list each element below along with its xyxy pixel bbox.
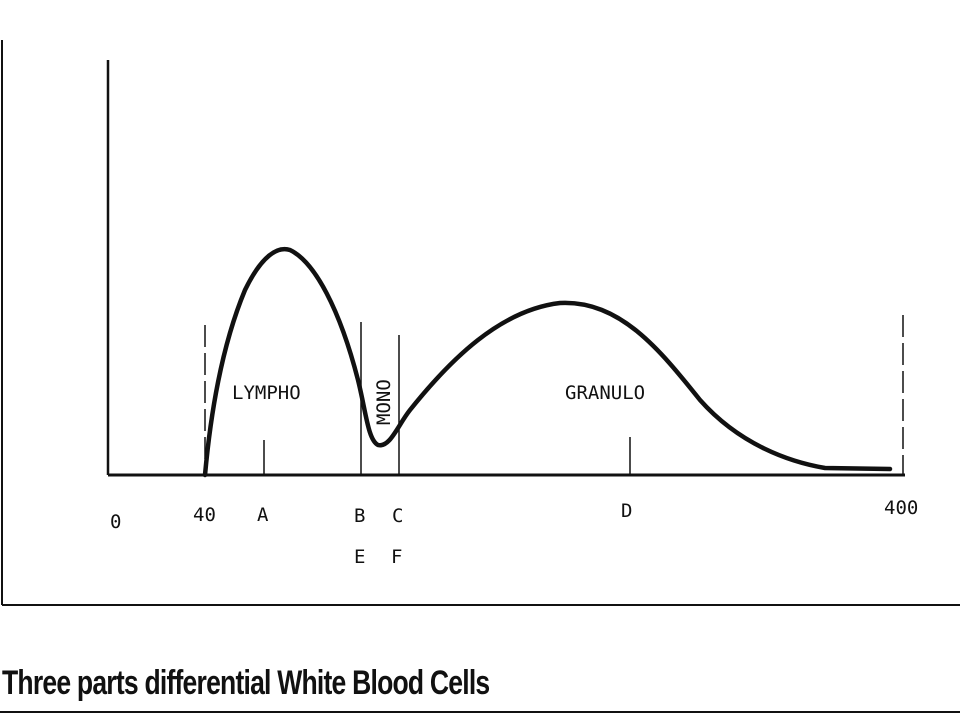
diagram-title: Three parts differential White Blood Cel… — [2, 664, 490, 702]
wbc-distribution-curve — [202, 246, 893, 478]
axis-label-400: 400 — [884, 497, 918, 519]
axis-label-f: F — [391, 546, 402, 568]
region-label-lympho: LYMPHO — [232, 382, 301, 404]
axis-label-b: B — [354, 505, 365, 527]
axis-label-40: 40 — [193, 504, 216, 526]
axis-label-0: 0 — [110, 511, 121, 533]
axis-label-e: E — [354, 546, 365, 568]
region-label-granulo: GRANULO — [565, 382, 645, 404]
axis-label-d: D — [621, 500, 632, 522]
axis-label-a: A — [257, 504, 269, 526]
axis-label-c: C — [392, 505, 403, 527]
region-label-mono: MONO — [373, 379, 395, 425]
